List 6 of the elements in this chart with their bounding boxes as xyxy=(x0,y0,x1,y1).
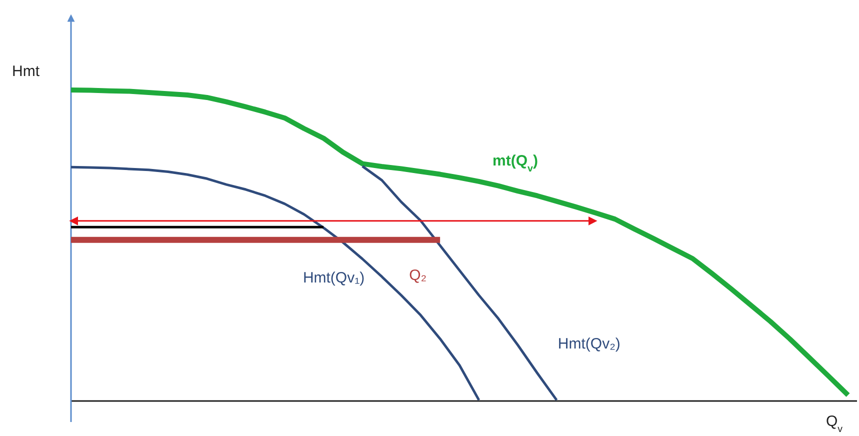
y-axis-title: Hmt xyxy=(12,63,40,80)
x-axis-title: Q$_{v}$ xyxy=(826,413,843,434)
series-label: Hmt(Qv₂) xyxy=(558,335,620,352)
series-label: mt(Q$_{v}$) xyxy=(492,152,538,174)
series-label: Hmt(Qv₁) xyxy=(302,269,365,286)
series-label: Q₂ xyxy=(409,266,427,284)
